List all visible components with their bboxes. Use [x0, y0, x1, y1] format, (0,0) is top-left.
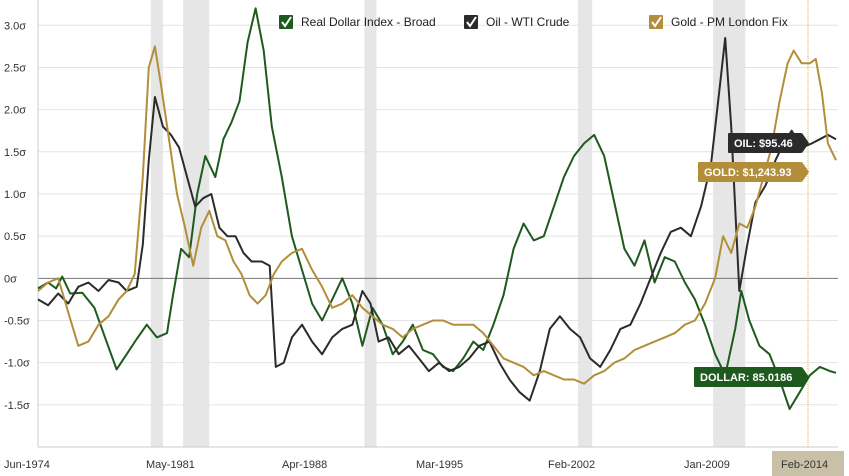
y-tick-label: 0σ — [4, 273, 17, 285]
end-label-box — [694, 367, 802, 387]
series-line — [37, 7, 837, 410]
end-label-text: GOLD: $1,243.93 — [704, 167, 791, 179]
recession-band — [364, 0, 377, 447]
legend-item[interactable]: Real Dollar Index - Broad — [279, 15, 436, 29]
end-label-text: DOLLAR: 85.0186 — [700, 372, 792, 384]
y-tick-label: 2.0σ — [4, 105, 26, 117]
end-label-arrow — [802, 133, 809, 153]
check-icon — [281, 16, 292, 28]
y-tick-label: 3.0σ — [4, 20, 26, 32]
end-label-box — [698, 162, 802, 182]
y-tick-label: -1.0σ — [4, 358, 30, 370]
x-tick-label: Jun-1974 — [4, 459, 50, 471]
end-label-text: OIL: $95.46 — [734, 138, 793, 150]
axes: -1.5σ -1.0σ -0.5σ 0σ 0.5σ 1.0σ 1.5σ 2.0σ 2.5σ 3.0… — [4, 0, 844, 476]
y-tick-label: 1.0σ — [4, 189, 26, 201]
series-lines — [37, 7, 837, 410]
current-date-highlight — [772, 451, 844, 476]
series-line — [37, 45, 837, 385]
x-tick-label: Feb-2002 — [548, 459, 595, 471]
x-tick-label: May-1981 — [146, 459, 195, 471]
legend-label: Oil - WTI Crude — [486, 15, 570, 29]
x-tick-label: Feb-2014 — [781, 459, 828, 471]
y-tick-label: -1.5σ — [4, 400, 30, 412]
recession-band — [183, 0, 210, 447]
check-icon — [466, 16, 477, 28]
x-tick-label: Apr-1988 — [282, 459, 327, 471]
x-tick-label: Mar-1995 — [416, 459, 463, 471]
end-label: OIL: $95.46 — [728, 133, 809, 153]
recession-band — [578, 0, 593, 447]
x-tick-label: Jan-2009 — [684, 459, 730, 471]
y-tick-label: 0.5σ — [4, 231, 26, 243]
legend-item[interactable]: Gold - PM London Fix — [649, 15, 788, 29]
legend[interactable]: Real Dollar Index - Broad Oil - WTI Crude… — [279, 15, 788, 29]
end-label-box — [728, 133, 802, 153]
end-label-arrow — [802, 367, 809, 387]
end-label-arrow — [802, 162, 809, 182]
check-icon — [651, 16, 662, 28]
end-label: DOLLAR: 85.0186 — [694, 367, 809, 387]
legend-item[interactable]: Oil - WTI Crude — [464, 15, 570, 29]
legend-label: Gold - PM London Fix — [671, 15, 788, 29]
y-tick-label: 1.5σ — [4, 147, 26, 159]
end-label: GOLD: $1,243.93 — [698, 162, 809, 182]
y-tick-label: 2.5σ — [4, 62, 26, 74]
legend-label: Real Dollar Index - Broad — [301, 15, 436, 29]
y-tick-label: -0.5σ — [4, 315, 30, 327]
end-value-labels: DOLLAR: 85.0186 OIL: $95.46 GOLD: $1,243.9… — [694, 133, 809, 387]
